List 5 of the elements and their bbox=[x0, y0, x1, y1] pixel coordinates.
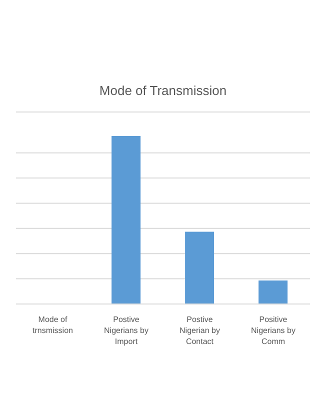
x-tick-label: Mode of trnsmission bbox=[32, 315, 73, 335]
x-tick-label: Postive Nigerians by Import bbox=[104, 315, 148, 346]
chart-title: Mode of Transmission bbox=[98, 83, 228, 98]
x-tick-label: Postive Nigerian by Contact bbox=[180, 315, 220, 346]
x-tick-label: Positive Nigerians by Comm bbox=[251, 315, 296, 346]
